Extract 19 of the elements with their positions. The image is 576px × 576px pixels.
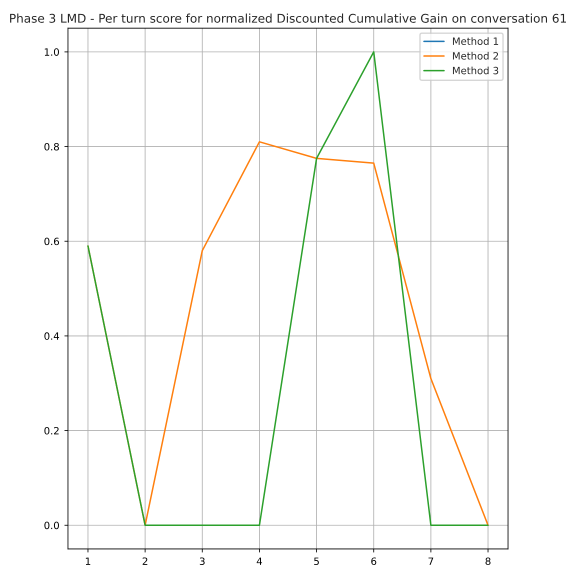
y-tick-label: 0.2 [44,426,59,435]
y-tick-label: 0.6 [44,238,60,246]
legend-label: Method 1 [452,37,498,45]
legend-label: Method 2 [452,52,498,60]
legend-label: Method 3 [452,66,498,74]
x-tick-label: 1 [86,558,90,565]
line-series [87,51,489,526]
x-tick-label: 3 [200,557,205,565]
x-tick-label: 2 [142,557,148,565]
x-tick-label: 8 [486,557,491,565]
chart-title: Phase 3 LMD - Per turn score for normalized Discounted Cumulative Gain on conversation 61 [10,14,566,23]
y-tick-label: 1.0 [44,48,59,56]
x-tick-label: 4 [256,558,262,565]
x-tick-label: 5 [314,558,319,565]
y-tick-label: 0.8 [44,142,59,151]
x-tick-label: 6 [371,557,376,565]
y-tick-label: 0.0 [44,522,59,530]
x-tick-label: 7 [428,558,434,565]
y-tick-label: 0.4 [44,332,60,340]
